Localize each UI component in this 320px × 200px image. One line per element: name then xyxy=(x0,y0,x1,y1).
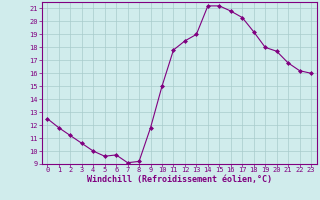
X-axis label: Windchill (Refroidissement éolien,°C): Windchill (Refroidissement éolien,°C) xyxy=(87,175,272,184)
